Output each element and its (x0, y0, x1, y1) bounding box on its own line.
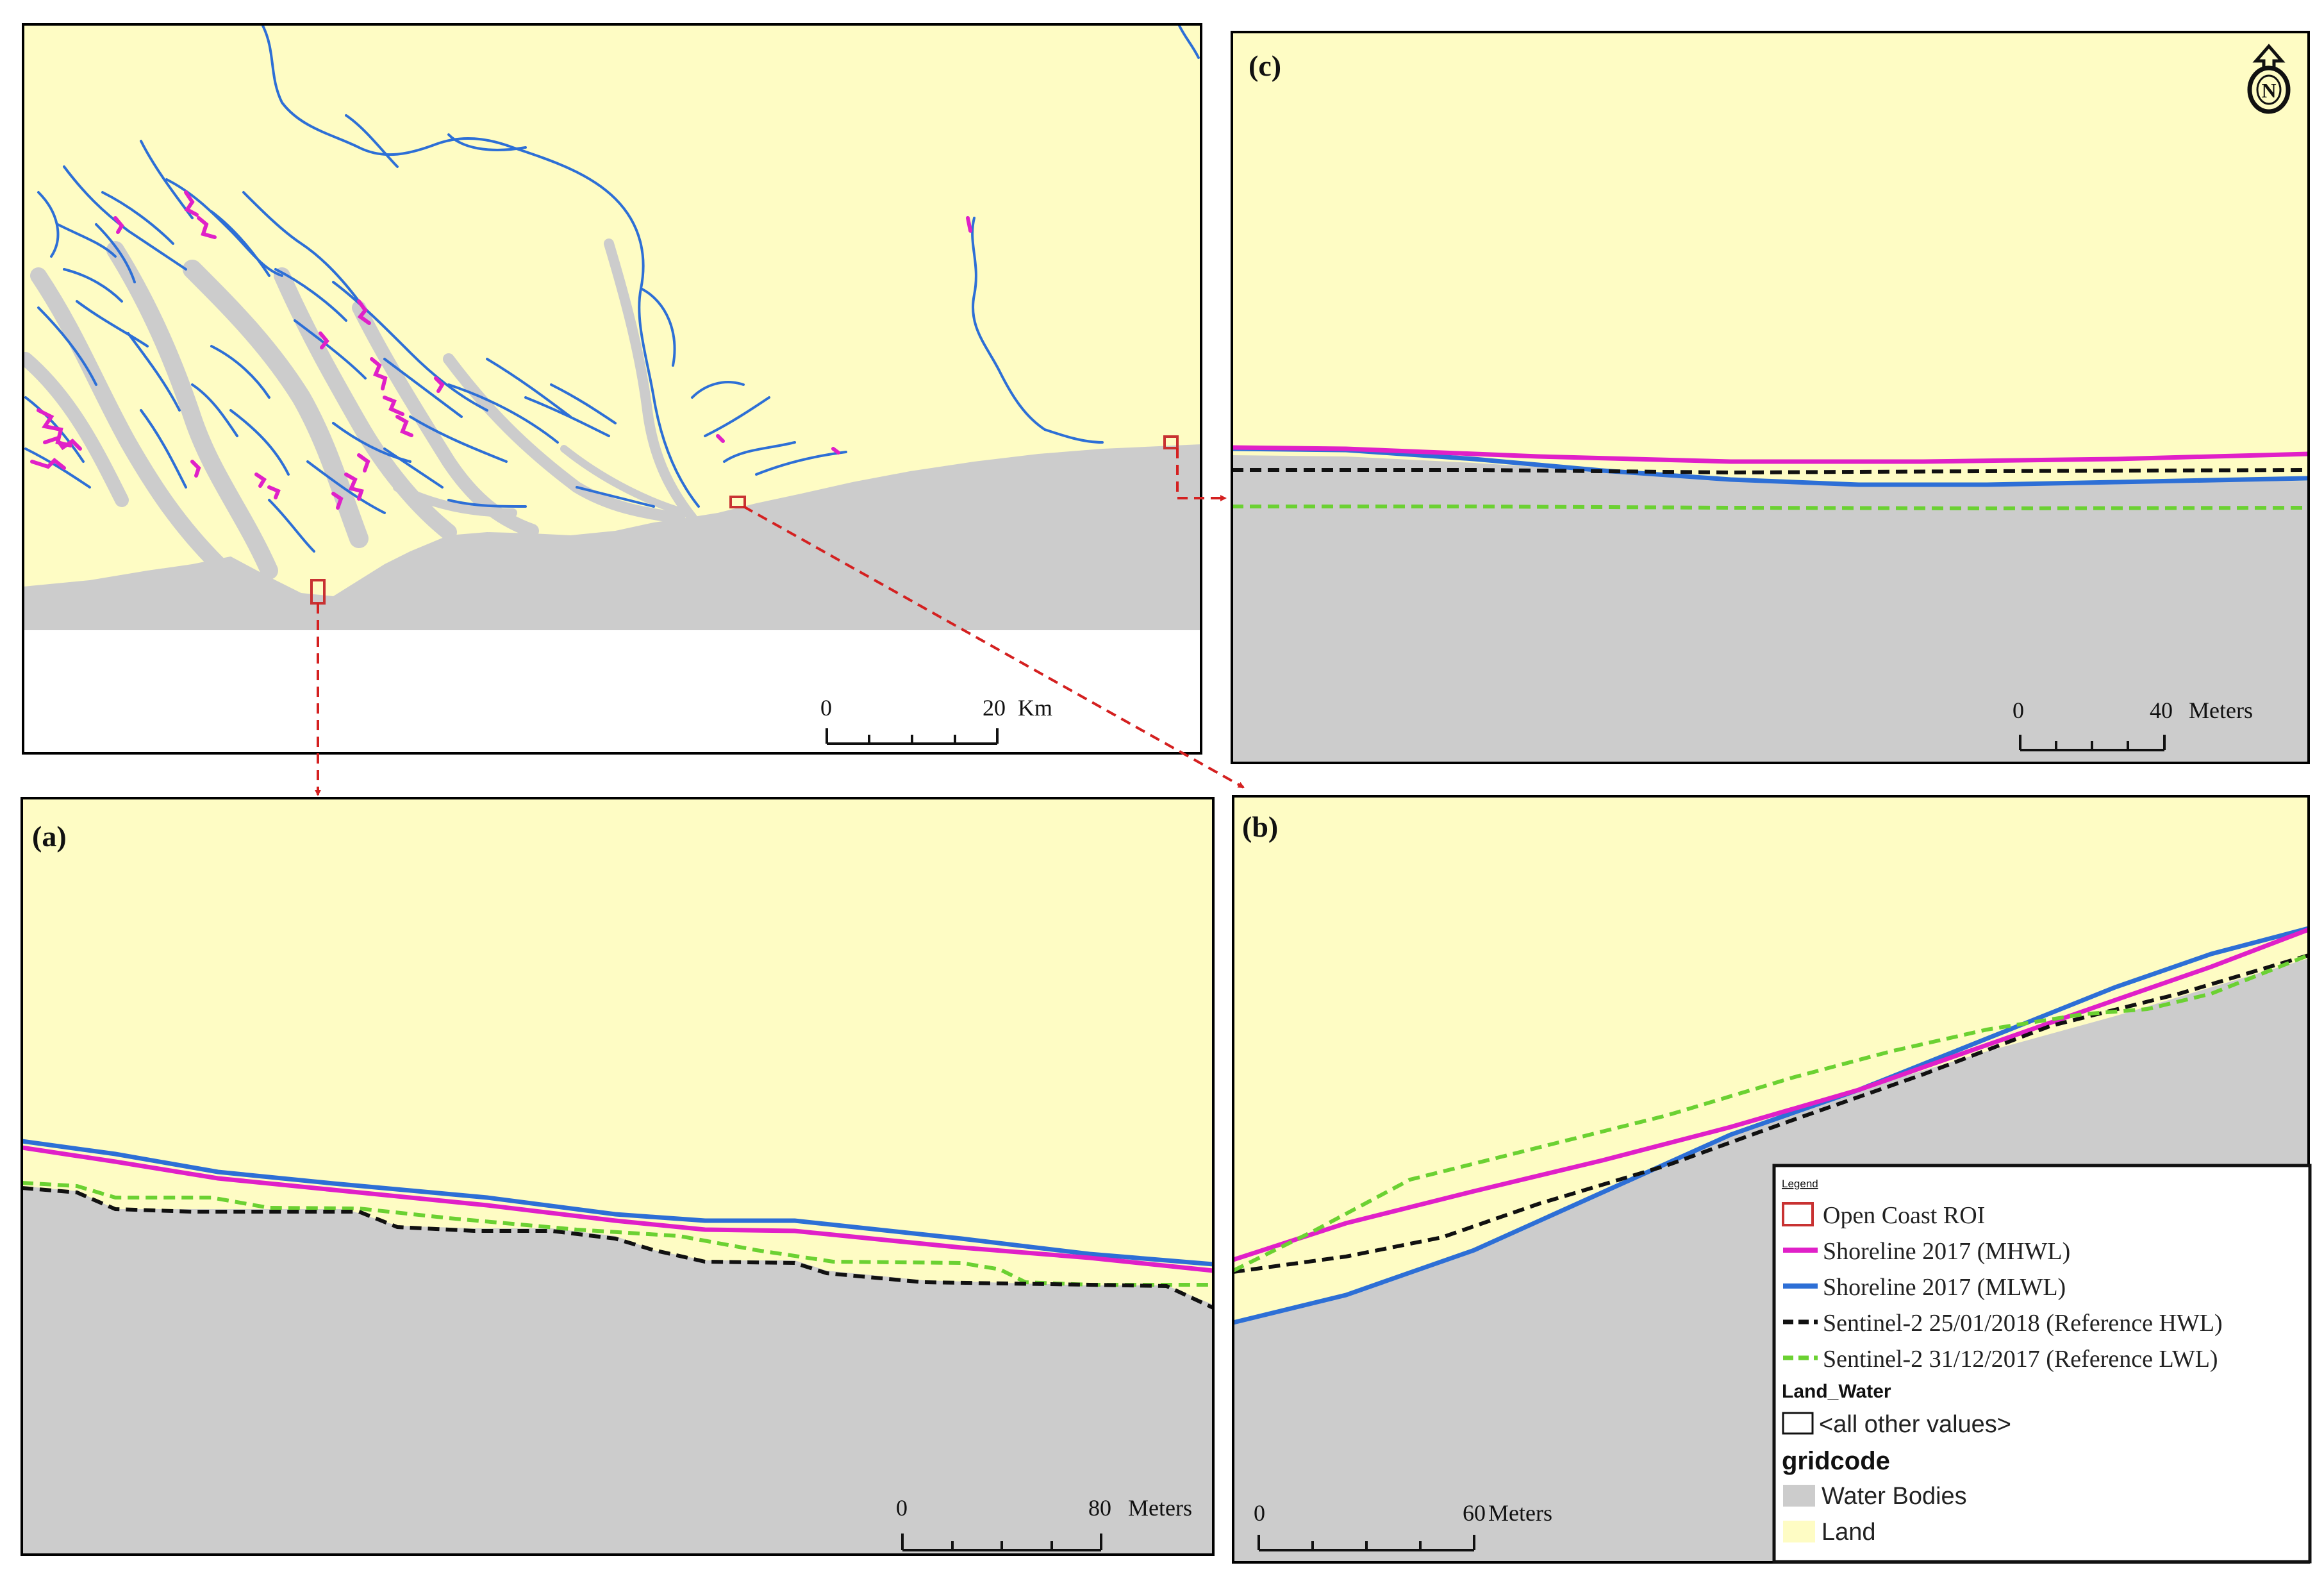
overview-scale-bar: 0 20 Km (820, 695, 1052, 745)
panel-a-water (22, 1186, 1213, 1555)
overview-scale-end: 20 (983, 695, 1006, 721)
panel-a-mlwl-line (22, 1139, 1213, 1267)
panel-b-scale-unit: Meters (1488, 1500, 1552, 1526)
panel-c-scale-end: 40 (2150, 698, 2173, 723)
panel-a-scale-start: 0 (896, 1495, 908, 1521)
overview-magenta-features (30, 190, 972, 510)
legend-gridcode-header: gridcode (1782, 1447, 1890, 1475)
arrow-to-panel-c (1176, 448, 1227, 501)
panel-a-label: (a) (32, 820, 67, 853)
arrow-to-panel-b (743, 505, 1245, 789)
panel-b-mlwl-line (1233, 926, 2309, 1325)
roi-box-b[interactable] (729, 496, 746, 508)
panel-c-scale-unit: Meters (2189, 698, 2253, 723)
panel-c-hwl-line (1232, 468, 2309, 475)
panel-b-scale-end: 60 (1463, 1500, 1486, 1526)
panel-c-mlwl-line (1232, 446, 2309, 487)
overview-creeks (24, 24, 1200, 553)
roi-box-c[interactable] (1163, 435, 1179, 449)
legend-item-hwl: Sentinel-2 25/01/2018 (Reference HWL) (1823, 1310, 2223, 1337)
panel-c-lwl-line (1232, 505, 2309, 511)
overview-sea (23, 444, 1201, 630)
legend-other-values: <all other values> (1819, 1411, 2011, 1438)
panel-c-frame (1231, 31, 2310, 764)
legend-item-mhwl: Shoreline 2017 (MHWL) (1823, 1238, 2070, 1265)
panel-c-scale-start: 0 (2013, 698, 2024, 723)
overview-estuaries (23, 238, 697, 580)
panel-b-mhwl-line (1233, 927, 2309, 1262)
panel-a-hwl-line (22, 1186, 1213, 1310)
overview-scale-unit: Km (1018, 695, 1052, 721)
legend-roi-symbol (1782, 1202, 1814, 1226)
panel-b-scale-bar: 0 60 Meters (1254, 1500, 1552, 1551)
panel-c-water (1232, 455, 2309, 763)
overview-frame (22, 23, 1202, 755)
panel-b-label: (b) (1242, 810, 1278, 843)
legend-water-swatch (1783, 1485, 1815, 1507)
panel-a: (a) 0 80 Meters (21, 797, 1215, 1556)
panel-a-scale-unit: Meters (1128, 1495, 1192, 1521)
panel-a-mhwl-line (22, 1145, 1213, 1273)
legend-land-swatch (1783, 1521, 1815, 1542)
legend: Legend Open Coast ROI Shoreline 2017 (MH… (1772, 1164, 2312, 1564)
north-arrow-icon: N (2247, 44, 2291, 114)
panel-a-frame (21, 797, 1215, 1556)
legend-item-water-bodies: Water Bodies (1822, 1483, 1967, 1510)
panel-b: (b) 0 60 Meters Legend Open Coast ROI Sh… (1232, 795, 2312, 1564)
north-arrow-letter: N (2261, 79, 2276, 102)
legend-item-land: Land (1822, 1519, 1876, 1546)
legend-other-values-symbol (1782, 1412, 1814, 1435)
panel-c-scale-bar: 0 40 Meters (2013, 698, 2253, 751)
panel-c-label: (c) (1249, 49, 1281, 82)
panel-b-scale-start: 0 (1254, 1500, 1265, 1526)
panel-c-mhwl-line (1232, 445, 2309, 464)
overview-scale-start: 0 (820, 695, 832, 721)
legend-box (1772, 1164, 2312, 1564)
panel-b-lwl-line (1233, 953, 2309, 1273)
legend-item-lwl: Sentinel-2 31/12/2017 (Reference LWL) (1823, 1346, 2218, 1373)
panel-c: (c) N 0 40 Meters (1231, 31, 2310, 764)
panel-a-scale-end: 80 (1088, 1495, 1111, 1521)
legend-title: Legend (1782, 1178, 1818, 1190)
legend-item-mlwl: Shoreline 2017 (MLWL) (1823, 1274, 2066, 1301)
legend-land-water-header: Land_Water (1782, 1381, 1891, 1402)
connector-arrows (315, 448, 1245, 796)
panel-a-scale-bar: 0 80 Meters (896, 1495, 1192, 1551)
legend-item-roi: Open Coast ROI (1823, 1202, 1985, 1229)
overview-map: 0 20 Km (22, 23, 1202, 755)
